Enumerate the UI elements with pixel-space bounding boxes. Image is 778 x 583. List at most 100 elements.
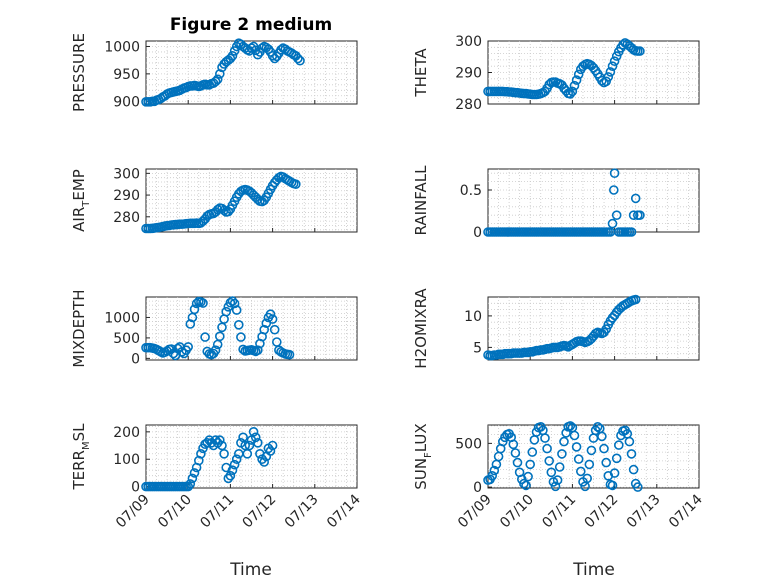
data-point — [521, 480, 531, 491]
y-tick-label: 500 — [113, 331, 140, 347]
data-point — [487, 470, 498, 481]
y-axis-label-main: RAINFALL — [412, 165, 430, 236]
x-axis-label-left: Time — [229, 560, 272, 580]
data-point — [586, 445, 597, 456]
y-tick-label: 0 — [131, 480, 140, 496]
y-axis-label-main: PRESSURE — [70, 33, 88, 112]
x-tick-label: 07/10 — [155, 492, 195, 532]
data-point — [191, 298, 202, 309]
data-point — [219, 205, 229, 216]
data-point — [542, 443, 552, 454]
data-point — [552, 475, 563, 485]
data-point — [267, 440, 278, 451]
data-point — [599, 443, 609, 454]
data-point — [630, 294, 641, 305]
y-axis-label-main: MIXDEPTH — [70, 289, 88, 367]
y-tick-label: 200 — [113, 425, 140, 441]
data-point — [607, 218, 618, 229]
data-point — [212, 74, 223, 85]
y-tick-label: 950 — [113, 67, 140, 83]
y-axis-label-main: AIR — [70, 207, 88, 232]
y-tick-label: 300 — [455, 34, 482, 50]
data-point — [592, 421, 603, 432]
data-point — [611, 453, 622, 464]
y-tick-label: 1000 — [104, 310, 140, 326]
data-point — [626, 227, 637, 237]
subplot-theta: 280 290 300 THETA — [412, 34, 700, 113]
y-axis-label: AIRTEMP — [70, 169, 92, 232]
data-point — [628, 210, 639, 220]
data-point — [608, 185, 619, 195]
data-point — [628, 464, 639, 475]
data-point — [510, 448, 521, 458]
series-air-temp — [141, 171, 301, 234]
data-point — [567, 86, 578, 97]
data-point — [227, 50, 238, 61]
y-axis-label: SUNFLUX — [412, 423, 434, 489]
data-point — [624, 436, 635, 447]
data-point — [561, 428, 571, 438]
data-point — [618, 39, 628, 50]
data-point — [227, 296, 238, 306]
y-tick-label: 100 — [113, 452, 140, 468]
y-tick-label: 10 — [464, 309, 482, 325]
y-axis-label-subscript: T — [81, 200, 92, 208]
data-point — [265, 309, 276, 320]
data-point — [250, 432, 261, 443]
y-axis-label-main: THETA — [412, 48, 430, 98]
data-point — [573, 69, 584, 80]
x-tick-label: 07/13 — [282, 492, 322, 532]
subplot-sun-flux: 0 500 07/09 07/10 07/11 07/12 07/13 07/14 SUNFLU… — [412, 421, 706, 531]
data-point — [236, 332, 246, 342]
data-point — [189, 468, 200, 478]
data-point — [569, 80, 580, 91]
y-tick-label: 290 — [455, 66, 482, 82]
data-point — [198, 298, 208, 308]
data-point — [525, 459, 536, 470]
data-point — [248, 426, 259, 437]
data-point — [189, 304, 200, 315]
data-point — [632, 482, 643, 492]
data-point — [210, 435, 221, 445]
data-point — [269, 324, 280, 335]
data-point — [229, 459, 240, 470]
data-point — [559, 436, 569, 447]
y-axis-label: H2OMIXRA — [412, 288, 430, 369]
y-axis-label-rest: SL — [70, 423, 88, 442]
data-point — [557, 449, 567, 459]
data-point — [231, 305, 242, 315]
data-point — [215, 331, 225, 342]
data-point — [276, 44, 286, 55]
data-point — [252, 49, 263, 60]
series-theta — [483, 38, 645, 100]
data-point — [200, 332, 210, 342]
data-point — [630, 193, 641, 204]
data-point — [565, 421, 576, 431]
data-point — [295, 55, 305, 66]
y-tick-label: 5 — [473, 340, 482, 356]
data-point — [544, 456, 555, 466]
y-tick-label: 0 — [131, 351, 140, 367]
x-tick-label: 07/11 — [197, 492, 237, 532]
data-point — [512, 457, 523, 468]
y-axis-label-rest: LUX — [412, 423, 430, 452]
data-point — [582, 473, 593, 484]
data-point — [290, 179, 301, 189]
data-point — [225, 53, 236, 64]
y-axis-label: TERRMSL — [70, 423, 92, 491]
data-point — [215, 435, 225, 445]
y-tick-label: 500 — [455, 436, 482, 452]
data-point — [293, 53, 303, 64]
data-point — [223, 206, 234, 217]
data-point — [565, 89, 576, 99]
data-point — [584, 459, 595, 470]
data-point — [183, 481, 193, 492]
data-point — [259, 324, 270, 335]
data-point — [607, 480, 618, 491]
data-point — [223, 473, 234, 484]
data-point — [183, 342, 193, 352]
series-sun-flux — [483, 421, 643, 492]
data-point — [257, 43, 267, 53]
series-terr-msl — [141, 426, 278, 492]
subplot-pressure: 900 950 1000 PRESSURE — [70, 33, 358, 112]
